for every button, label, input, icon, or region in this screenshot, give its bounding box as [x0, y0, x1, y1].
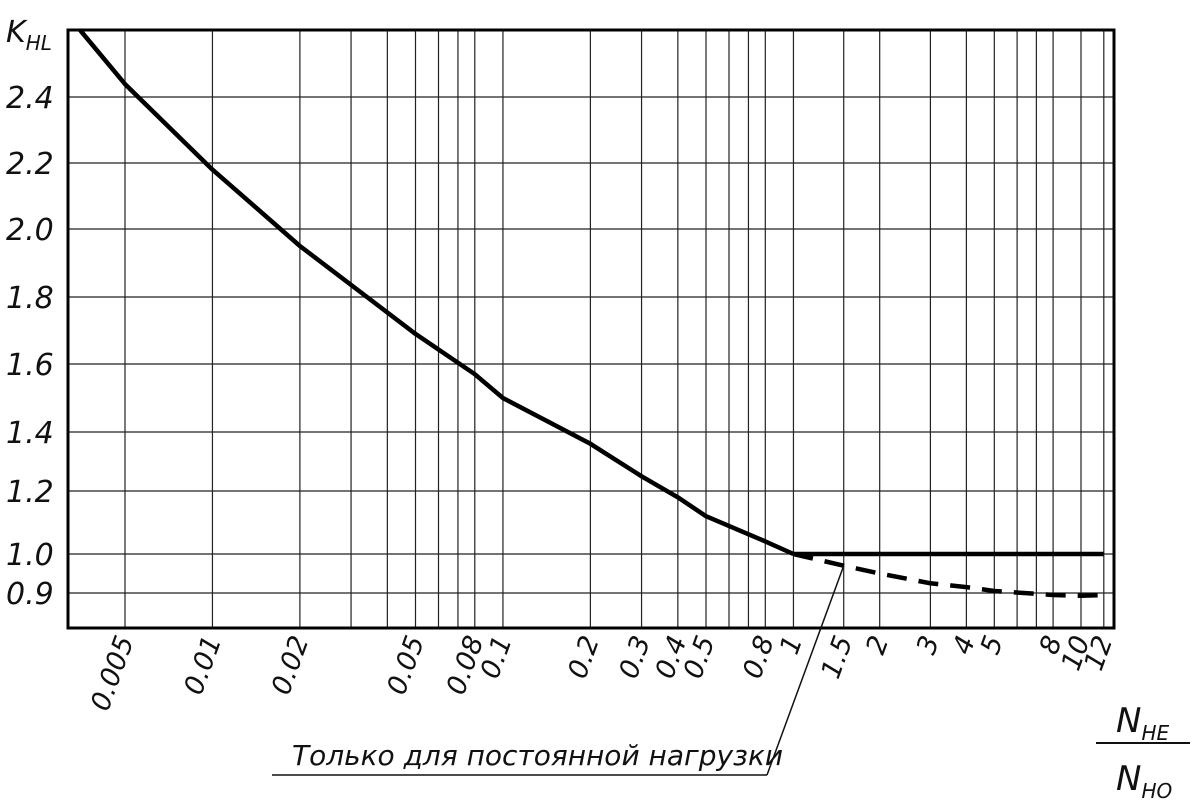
- x-label-num-main: N: [1116, 701, 1141, 741]
- series-line-3-dashed: [792, 551, 1104, 598]
- x-axis-label: NHE NHO: [1096, 701, 1190, 803]
- y-axis-label-sub: HL: [26, 31, 52, 55]
- y-tick-label: 2.2: [6, 147, 54, 182]
- y-tick-label: 1.2: [6, 475, 54, 510]
- x-label-den-main: N: [1116, 759, 1141, 799]
- series-line-1: [78, 28, 795, 557]
- y-tick-label: 2.0: [6, 213, 54, 248]
- x-tick-label: 0.01: [178, 632, 228, 699]
- x-tick-label: 1.5: [815, 632, 859, 683]
- x-tick-label: 0.02: [266, 632, 316, 699]
- x-label-num-sub: HE: [1141, 721, 1169, 745]
- y-tick-label: 1.8: [6, 281, 54, 316]
- x-tick-label: 0.8: [737, 632, 781, 683]
- y-tick-label: 1.0: [6, 538, 54, 573]
- plot-frame: [66, 28, 1116, 630]
- x-tick-label: 0.05: [381, 632, 431, 699]
- x-tick-label: 5: [975, 632, 1010, 659]
- x-tick-label: 0.2: [562, 632, 606, 683]
- y-axis-label-main: K: [6, 15, 28, 50]
- annotation: Только для постоянной нагрузки: [272, 565, 845, 776]
- series-layer: [78, 28, 1104, 598]
- y-tick-label: 1.4: [6, 416, 54, 451]
- annotation-leader: [766, 565, 845, 776]
- annotation-text: Только для постоянной нагрузки: [292, 739, 783, 772]
- y-tick-label: 1.6: [6, 348, 54, 383]
- y-axis-label: KHL: [6, 15, 52, 55]
- x-label-den-sub: HO: [1141, 779, 1172, 803]
- x-axis-label-denominator: NHO: [1116, 759, 1172, 803]
- x-axis-label-numerator: NHE: [1116, 701, 1169, 745]
- y-tick-labels: 2.4 2.2 2.0 1.8 1.6 1.4 1.2 1.0 0.9: [6, 81, 54, 612]
- x-tick-label: 2: [860, 632, 895, 659]
- x-tick-labels: 0.005 0.01 0.02 0.05 0.080.1 0.2 0.30.40.5 0.81…: [85, 632, 1119, 715]
- y-tick-label: 0.9: [6, 577, 54, 612]
- grid: [68, 30, 1114, 628]
- x-tick-label: 1: [774, 632, 809, 659]
- x-tick-label: 0.3: [613, 632, 657, 683]
- x-tick-label: 0.005: [85, 632, 141, 715]
- x-tick-label: 3: [911, 632, 946, 659]
- y-tick-label: 2.4: [6, 81, 54, 116]
